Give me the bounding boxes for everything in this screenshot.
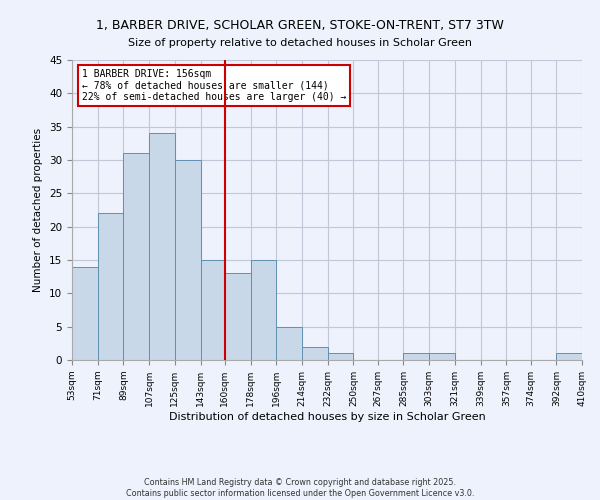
Text: Size of property relative to detached houses in Scholar Green: Size of property relative to detached ho…: [128, 38, 472, 48]
Bar: [124, 154, 149, 360]
Bar: [149, 134, 175, 360]
Bar: [429, 354, 455, 360]
Bar: [276, 326, 302, 360]
Bar: [556, 354, 582, 360]
Bar: [175, 160, 200, 360]
Text: 1, BARBER DRIVE, SCHOLAR GREEN, STOKE-ON-TRENT, ST7 3TW: 1, BARBER DRIVE, SCHOLAR GREEN, STOKE-ON…: [96, 20, 504, 32]
Bar: [225, 274, 251, 360]
Bar: [302, 346, 328, 360]
Bar: [403, 354, 429, 360]
Bar: [98, 214, 124, 360]
Y-axis label: Number of detached properties: Number of detached properties: [34, 128, 43, 292]
X-axis label: Distribution of detached houses by size in Scholar Green: Distribution of detached houses by size …: [169, 412, 485, 422]
Bar: [200, 260, 225, 360]
Text: Contains HM Land Registry data © Crown copyright and database right 2025.
Contai: Contains HM Land Registry data © Crown c…: [126, 478, 474, 498]
Text: 1 BARBER DRIVE: 156sqm
← 78% of detached houses are smaller (144)
22% of semi-de: 1 BARBER DRIVE: 156sqm ← 78% of detached…: [82, 69, 347, 102]
Bar: [328, 354, 353, 360]
Bar: [72, 266, 98, 360]
Bar: [251, 260, 276, 360]
